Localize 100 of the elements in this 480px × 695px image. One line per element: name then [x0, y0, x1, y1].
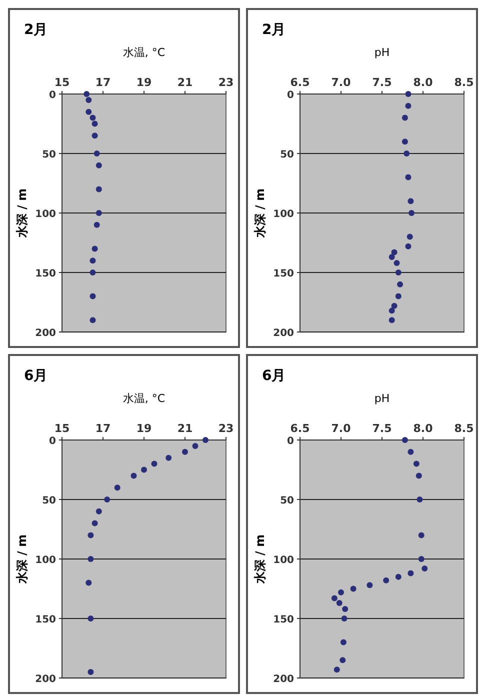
point: [88, 556, 94, 562]
y-tick-label: 50: [280, 496, 294, 506]
y-tick-label: 100: [273, 555, 294, 566]
y-axis-title: 水深 / m: [253, 188, 267, 239]
x-tick-label: 21: [177, 76, 193, 89]
point: [90, 317, 96, 324]
point: [88, 616, 94, 622]
point: [405, 102, 412, 109]
y-tick-label: 150: [273, 268, 294, 280]
point: [397, 281, 404, 288]
y-tick-label: 150: [35, 614, 56, 626]
y-tick-label: 50: [42, 150, 56, 160]
point: [86, 580, 92, 586]
point: [336, 600, 342, 606]
point: [408, 198, 414, 204]
point: [331, 595, 338, 602]
point: [340, 657, 346, 664]
point: [395, 293, 402, 300]
point: [416, 496, 423, 502]
point: [141, 466, 147, 473]
y-tick-label: 200: [273, 674, 294, 685]
point: [334, 666, 340, 673]
point: [418, 556, 424, 562]
x-tick-label: 23: [218, 76, 234, 89]
chart-title: 2月: [262, 22, 286, 38]
x-tick-label: 19: [136, 422, 152, 435]
x-axis-title: 水温, °C: [122, 392, 166, 405]
x-tick-label: 8.5: [454, 76, 474, 89]
y-tick-label: 150: [35, 268, 56, 280]
x-tick-label: 7.0: [331, 76, 352, 89]
point: [388, 254, 395, 260]
x-tick-label: 6.5: [290, 76, 310, 89]
point: [383, 577, 390, 584]
y-tick-label: 0: [49, 436, 56, 447]
point: [114, 484, 120, 491]
point: [92, 520, 98, 526]
chart-title: 6月: [262, 368, 286, 384]
point: [406, 234, 413, 240]
y-tick-label: 200: [35, 328, 56, 339]
point: [94, 150, 100, 156]
point: [88, 532, 94, 538]
point: [88, 669, 94, 676]
x-tick-label: 8.0: [413, 76, 434, 89]
point: [130, 472, 137, 479]
y-tick-label: 0: [287, 90, 294, 101]
point: [413, 460, 420, 467]
x-axis-title: pH: [374, 392, 390, 405]
y-tick-label: 200: [35, 674, 56, 685]
y-tick-label: 50: [280, 150, 294, 160]
point: [96, 162, 102, 168]
point: [388, 308, 395, 314]
point: [90, 114, 96, 121]
y-tick-label: 100: [35, 209, 56, 220]
point: [395, 270, 402, 276]
x-tick-label: 8.0: [413, 422, 434, 435]
y-tick-label: 100: [35, 555, 56, 566]
point: [92, 246, 98, 252]
chart-title: 2月: [24, 22, 48, 38]
point: [405, 174, 412, 180]
point: [90, 258, 96, 264]
y-tick-label: 150: [273, 614, 294, 626]
point: [405, 243, 412, 250]
x-tick-label: 17: [95, 76, 111, 89]
point: [86, 96, 92, 103]
point: [340, 639, 346, 646]
point: [422, 566, 428, 572]
y-axis-title: 水深 / m: [15, 534, 29, 585]
point: [96, 186, 102, 192]
x-tick-label: 6.5: [290, 422, 310, 435]
point: [202, 437, 208, 443]
y-tick-label: 100: [273, 209, 294, 220]
point: [104, 496, 110, 502]
point: [96, 210, 102, 216]
point: [341, 616, 348, 622]
y-tick-label: 50: [42, 496, 56, 506]
x-axis-title: 水温, °C: [122, 46, 166, 59]
x-tick-label: 19: [136, 76, 152, 89]
y-tick-label: 0: [49, 90, 56, 101]
point: [388, 317, 395, 324]
point: [182, 448, 188, 455]
x-tick-label: 23: [218, 422, 234, 435]
x-tick-label: 17: [95, 422, 111, 435]
point: [405, 91, 412, 97]
x-tick-label: 7.5: [372, 422, 392, 435]
point: [338, 589, 344, 596]
y-tick-label: 0: [287, 436, 294, 447]
y-axis-title: 水深 / m: [15, 188, 29, 239]
point: [166, 454, 172, 461]
x-tick-label: 8.5: [454, 422, 474, 435]
point: [151, 460, 158, 467]
point: [342, 606, 348, 612]
point: [86, 108, 92, 115]
point: [402, 138, 408, 145]
point: [408, 448, 414, 455]
point: [350, 586, 356, 592]
x-tick-label: 15: [54, 422, 70, 435]
point: [402, 114, 408, 121]
x-tick-label: 7.5: [372, 76, 392, 89]
point: [94, 222, 100, 228]
point: [92, 132, 98, 139]
